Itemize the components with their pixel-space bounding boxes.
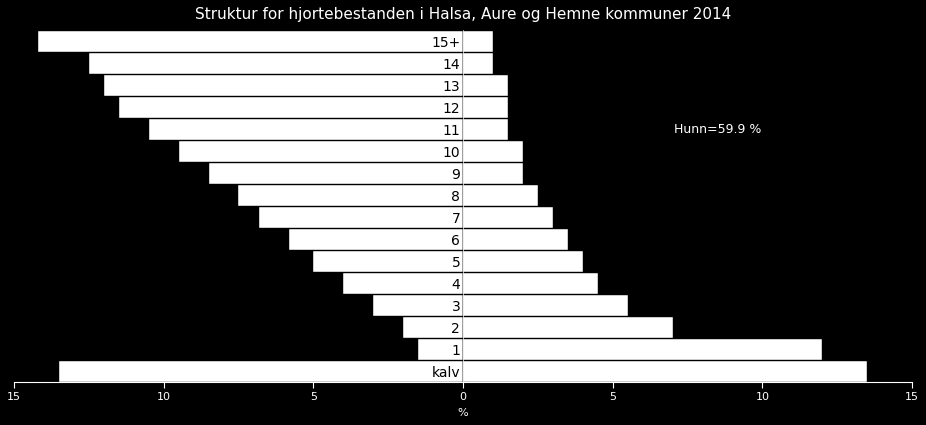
Bar [463,295,628,315]
Bar [463,163,523,184]
Bar [59,361,463,382]
Bar [149,119,463,139]
Bar [119,96,463,117]
Bar [463,207,553,227]
Bar [89,53,463,74]
Bar [208,163,463,184]
Bar [403,317,463,337]
Bar [463,53,493,74]
Bar [289,229,463,249]
Bar [463,339,822,360]
Bar [463,119,507,139]
Bar [463,31,493,51]
Bar [463,229,568,249]
Bar [463,272,597,294]
Bar [344,272,463,294]
Bar [373,295,463,315]
Bar [463,184,538,206]
Bar [313,251,463,272]
Bar [463,251,582,272]
Bar [38,31,463,51]
Bar [463,75,507,96]
Bar [179,141,463,162]
Bar [259,207,463,227]
Bar [104,75,463,96]
Bar [239,184,463,206]
Title: Struktur for hjortebestanden i Halsa, Aure og Hemne kommuner 2014: Struktur for hjortebestanden i Halsa, Au… [194,7,732,22]
Bar [463,141,523,162]
Bar [419,339,463,360]
Text: Hunn=59.9 %: Hunn=59.9 % [674,122,761,136]
Bar [463,317,672,337]
X-axis label: %: % [457,408,469,418]
Bar [463,96,507,117]
Bar [463,361,867,382]
Text: Hann=40.1 %: Hann=40.1 % [210,122,297,136]
